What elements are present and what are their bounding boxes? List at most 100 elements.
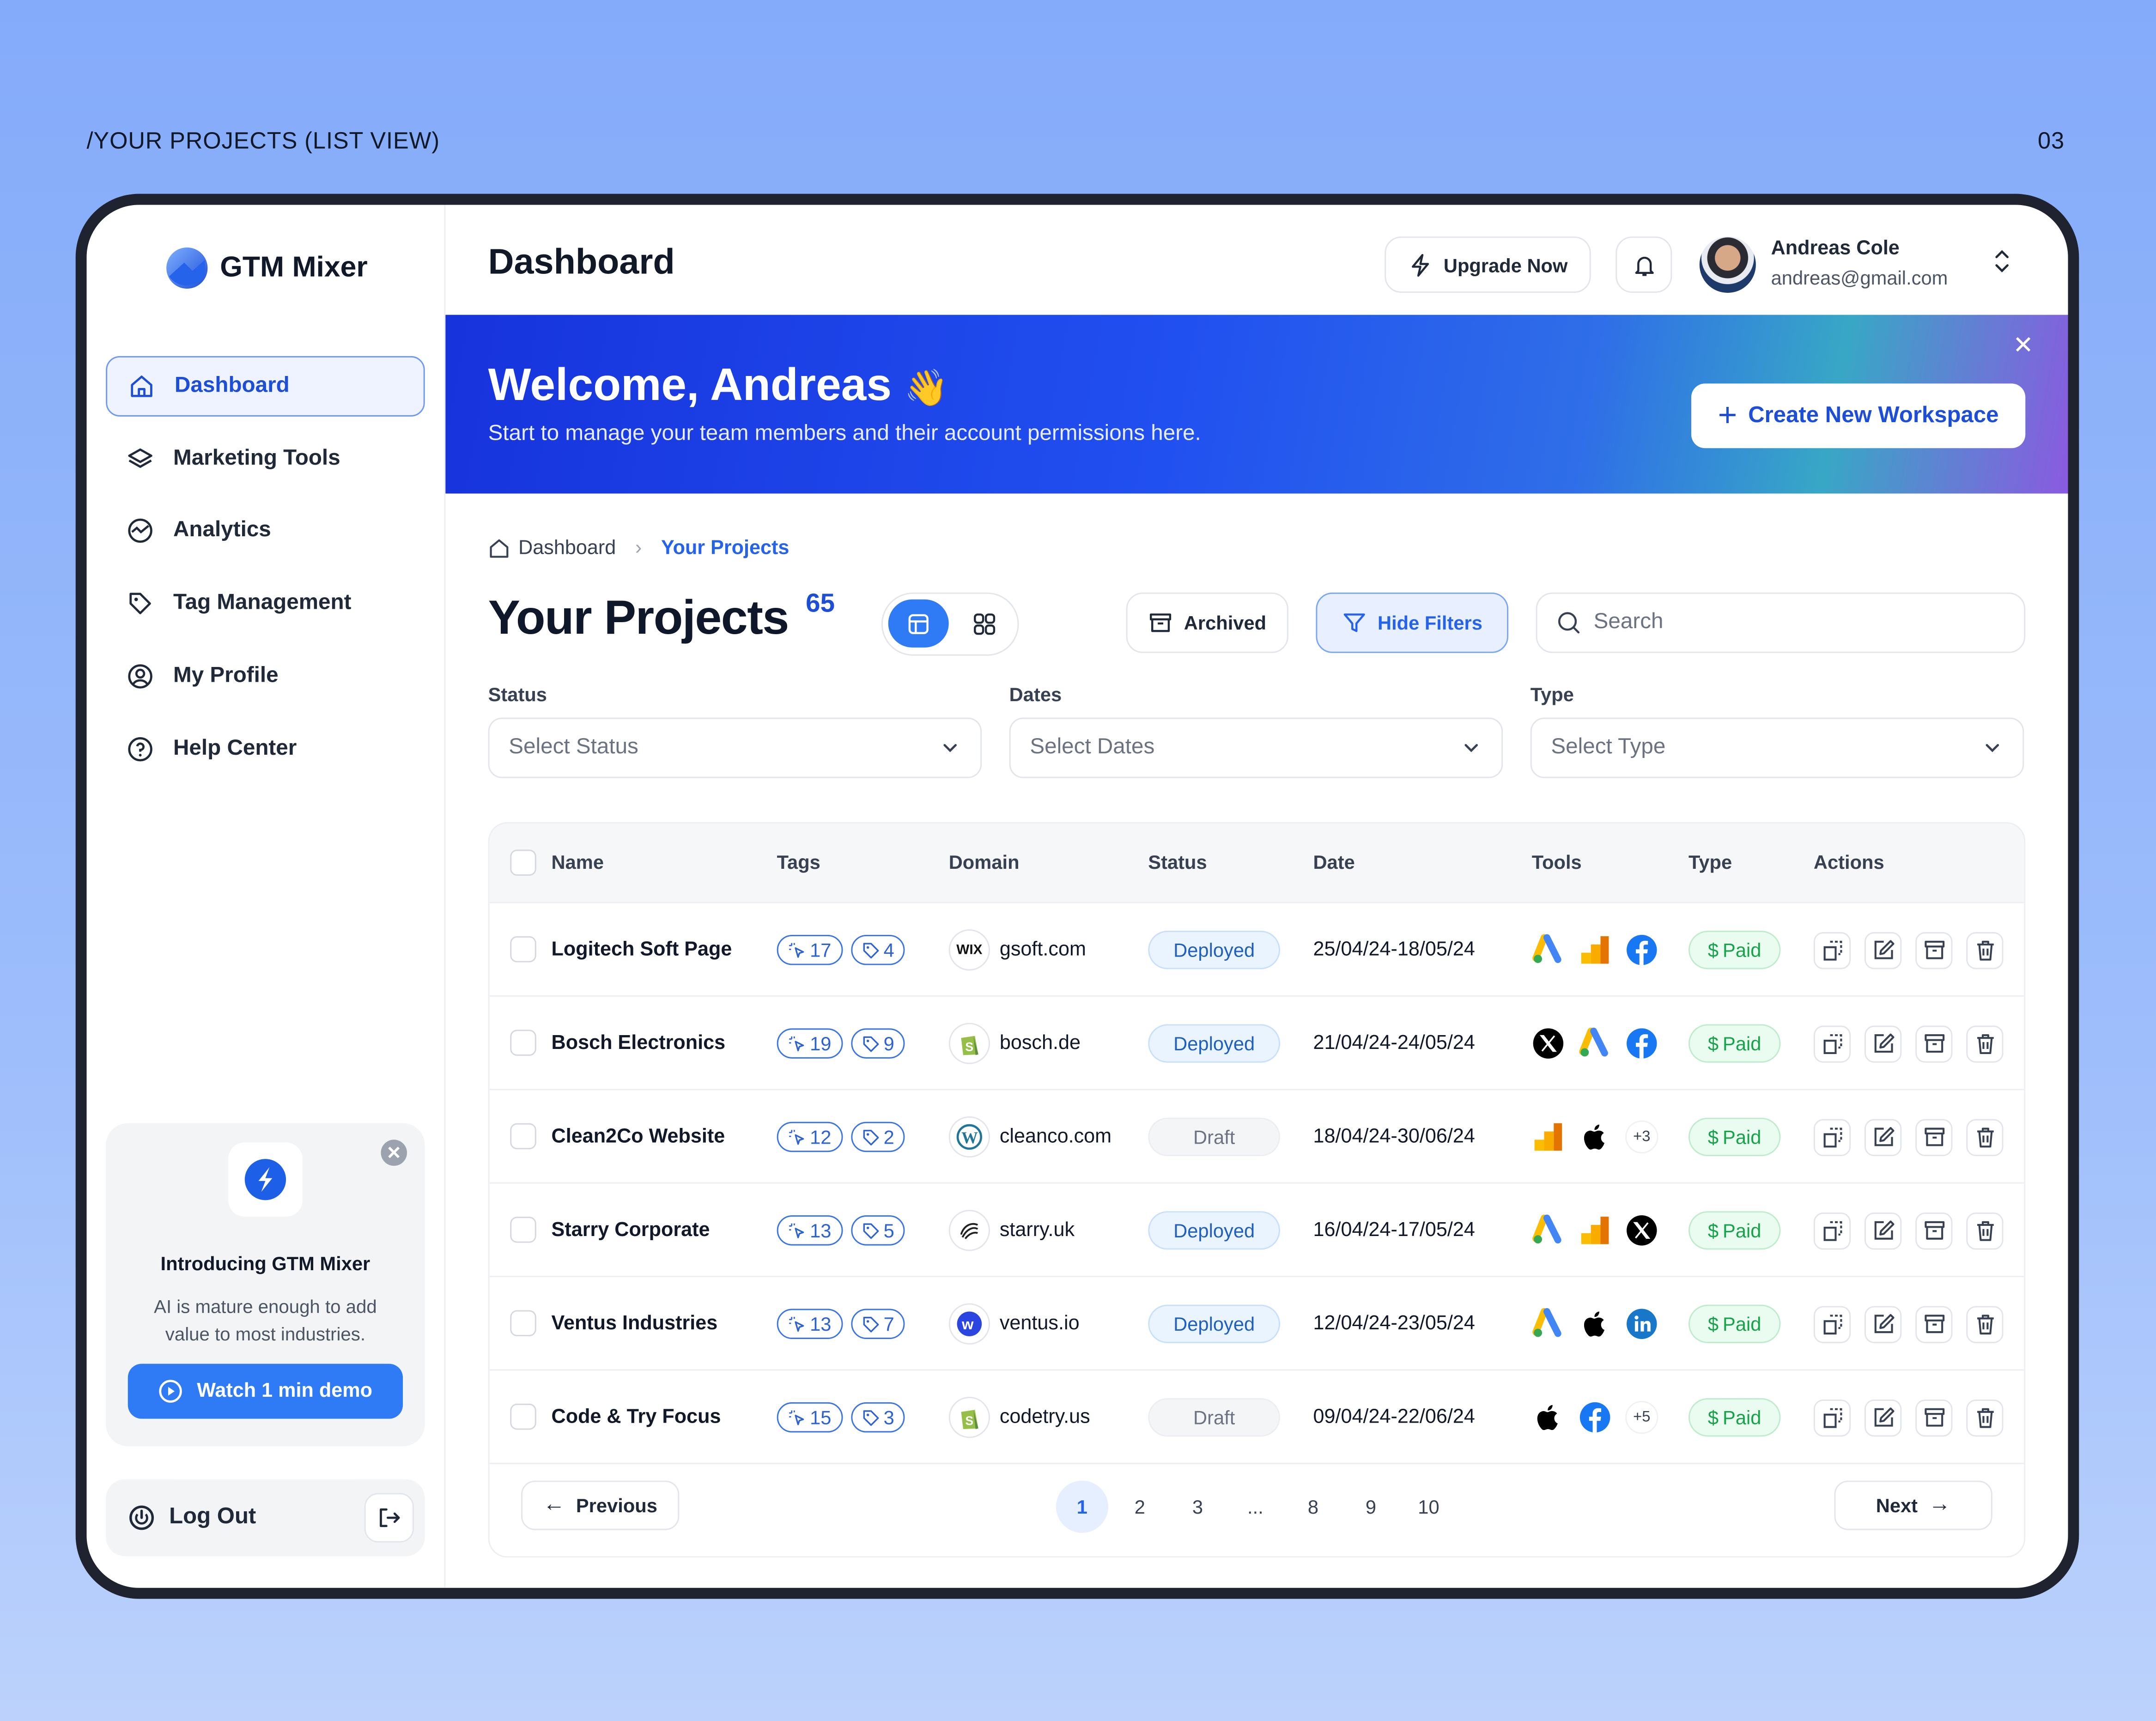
duplicate-button[interactable] [1813,1212,1851,1249]
triggers-badge[interactable]: 15 [777,1402,843,1433]
column-header-actions[interactable]: Actions [1813,851,1884,873]
filter-dates-select[interactable]: Select Dates [1009,717,1503,778]
notifications-button[interactable] [1615,236,1672,293]
previous-button[interactable]: ← Previous [521,1480,680,1530]
column-header-status[interactable]: Status [1148,851,1207,873]
edit-button[interactable] [1864,931,1902,969]
project-name[interactable]: Ventus Industries [551,1313,718,1335]
duplicate-button[interactable] [1813,1399,1851,1436]
row-checkbox[interactable] [510,1403,536,1430]
edit-button[interactable] [1864,1118,1902,1156]
breadcrumb-home[interactable]: Dashboard [518,537,616,560]
archived-button[interactable]: Archived [1126,592,1288,653]
page-1-button[interactable]: 1 [1056,1480,1108,1533]
hide-filters-button[interactable]: Hide Filters [1316,592,1509,653]
trash-button[interactable] [1966,1118,2004,1156]
watch-demo-button[interactable]: Watch 1 min demo [128,1363,403,1419]
sidebar-item-analytics[interactable]: Analytics [106,501,425,562]
edit-button[interactable] [1864,1399,1902,1436]
create-workspace-button[interactable]: + Create New Workspace [1691,383,2026,448]
project-name[interactable]: Starry Corporate [551,1219,710,1242]
sidebar-item-tag-management[interactable]: Tag Management [106,573,425,634]
trash-button[interactable] [1966,1305,2004,1343]
search-input[interactable]: Search [1536,592,2026,653]
sidebar-item-help-center[interactable]: Help Center [106,718,425,779]
row-checkbox[interactable] [510,1030,536,1056]
table-row[interactable]: Ventus Industries 13 7 w ventus.io Deploy… [489,1277,2024,1371]
page-9-button[interactable]: 9 [1365,1496,1377,1518]
column-header-tools[interactable]: Tools [1531,851,1582,873]
close-promo-icon[interactable]: ✕ [381,1139,407,1166]
row-checkbox[interactable] [510,1123,536,1150]
triggers-badge[interactable]: 19 [777,1028,843,1059]
duplicate-button[interactable] [1813,1305,1851,1343]
table-row[interactable]: Starry Corporate 13 5 starry.uk Deployed… [489,1184,2024,1278]
column-header-domain[interactable]: Domain [948,851,1020,873]
logout-button[interactable] [364,1493,414,1543]
column-header-date[interactable]: Date [1313,851,1355,873]
trash-button[interactable] [1966,1024,2004,1062]
page-8-button[interactable]: 8 [1307,1496,1319,1518]
duplicate-button[interactable] [1813,1024,1851,1062]
project-name[interactable]: Logitech Soft Page [551,939,732,961]
archive-button[interactable] [1915,931,1953,969]
logout-row[interactable]: Log Out [106,1479,425,1557]
grid-view-button[interactable] [957,600,1012,648]
more-tools-badge[interactable]: +3 [1625,1120,1658,1154]
next-button[interactable]: Next → [1834,1480,1992,1530]
table-row[interactable]: Logitech Soft Page 17 4 WIX gsoft.com Dep… [489,903,2024,997]
row-checkbox[interactable] [510,936,536,963]
filter-status-select[interactable]: Select Status [488,717,982,778]
trash-button[interactable] [1966,931,2004,969]
duplicate-button[interactable] [1813,931,1851,969]
column-header-type[interactable]: Type [1688,851,1732,873]
page-10-button[interactable]: 10 [1418,1496,1439,1518]
project-name[interactable]: Clean2Co Website [551,1126,725,1148]
triggers-badge[interactable]: 12 [777,1121,843,1152]
row-checkbox[interactable] [510,1217,536,1243]
column-header-name[interactable]: Name [551,851,604,873]
archive-button[interactable] [1915,1305,1953,1343]
sidebar-item-my-profile[interactable]: My Profile [106,646,425,706]
row-checkbox[interactable] [510,1310,536,1337]
domain-text[interactable]: ventus.io [999,1313,1080,1335]
more-tools-badge[interactable]: +5 [1625,1400,1658,1434]
archive-button[interactable] [1915,1118,1953,1156]
archive-button[interactable] [1915,1212,1953,1249]
trash-button[interactable] [1966,1399,2004,1436]
project-name[interactable]: Bosch Electronics [551,1032,726,1054]
archive-button[interactable] [1915,1399,1953,1436]
edit-button[interactable] [1864,1024,1902,1062]
tags-badge[interactable]: 9 [850,1028,905,1059]
list-view-button[interactable] [888,599,949,648]
chevron-updown-icon[interactable] [1992,248,2012,275]
trash-button[interactable] [1966,1212,2004,1249]
sidebar-item-dashboard[interactable]: Dashboard [106,356,425,417]
triggers-badge[interactable]: 17 [777,934,843,965]
edit-button[interactable] [1864,1212,1902,1249]
tags-badge[interactable]: 4 [850,934,905,965]
page-2-button[interactable]: 2 [1134,1496,1146,1518]
select-all-checkbox[interactable] [510,849,536,876]
tags-badge[interactable]: 2 [850,1121,905,1152]
filter-type-select[interactable]: Select Type [1530,717,2024,778]
domain-text[interactable]: codetry.us [999,1406,1090,1429]
close-banner-icon[interactable]: ✕ [2013,331,2034,359]
tags-badge[interactable]: 5 [850,1215,905,1246]
domain-text[interactable]: cleanco.com [999,1126,1112,1148]
triggers-badge[interactable]: 13 [777,1215,843,1246]
tags-badge[interactable]: 7 [850,1309,905,1339]
project-name[interactable]: Code & Try Focus [551,1406,721,1429]
upgrade-now-button[interactable]: Upgrade Now [1385,236,1591,293]
duplicate-button[interactable] [1813,1118,1851,1156]
edit-button[interactable] [1864,1305,1902,1343]
tags-badge[interactable]: 3 [850,1402,905,1433]
triggers-badge[interactable]: 13 [777,1309,843,1339]
column-header-tags[interactable]: Tags [777,851,820,873]
archive-button[interactable] [1915,1024,1953,1062]
domain-text[interactable]: gsoft.com [999,939,1086,961]
domain-text[interactable]: bosch.de [999,1032,1081,1054]
avatar[interactable] [1699,236,1756,293]
